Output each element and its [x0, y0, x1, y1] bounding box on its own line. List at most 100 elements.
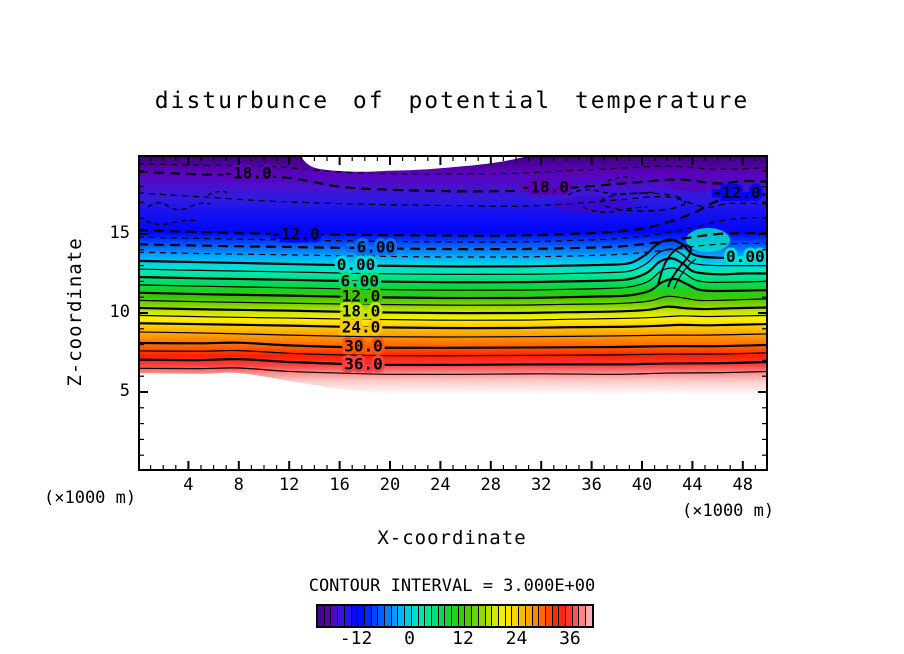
colorbar-cell [351, 606, 359, 626]
z-tick-label-5: 5 [119, 381, 130, 401]
colorbar-cell [378, 606, 386, 626]
contour-lines [138, 163, 768, 376]
colorbar-cell [485, 606, 493, 626]
contour-labels: -18.0-12.0-6.000.006.0012.018.024.030.03… [221, 160, 768, 376]
plot-frame [138, 155, 768, 471]
contour-line-12 [138, 277, 768, 300]
x-axis-unit: (×1000 m) [682, 501, 775, 521]
chart-title: disturbunce of potential temperature [154, 88, 750, 114]
colorbar-cell [371, 606, 379, 626]
colorbar-cell [566, 606, 573, 626]
colorbar-cell [418, 606, 426, 626]
colorbar-cell [465, 606, 473, 626]
contour-line-36 [138, 357, 768, 367]
x-tick-label-40: 40 [631, 475, 653, 495]
colorbar-cell [344, 606, 352, 626]
contour-label: 36.0 [344, 354, 383, 373]
contour-label: 0.00 [726, 247, 765, 266]
below-range-region [138, 372, 768, 471]
contour-line-3 [138, 248, 768, 275]
contour-label: -12.0 [712, 183, 760, 202]
colorbar-cell [572, 606, 580, 626]
colorbar-cell [411, 606, 419, 626]
x-tick-label-36: 36 [581, 475, 602, 495]
x-tick-label-8: 8 [233, 475, 244, 495]
colorbar-cell [478, 606, 486, 626]
contour-label: 12.0 [342, 287, 381, 306]
contour-line--15 [138, 192, 768, 208]
contour-line--21 [138, 163, 768, 175]
contour-line-6 [138, 257, 768, 284]
colorbar-cell [398, 606, 406, 626]
colorbar-tick-0: 0 [404, 628, 415, 649]
contour-line-39 [138, 367, 768, 376]
colorbar-cell [545, 606, 553, 626]
colorbar-cell [525, 606, 533, 626]
contour-line--12 [138, 193, 768, 237]
colorbar-cell [552, 606, 560, 626]
contour-label: -18.0 [521, 178, 569, 197]
contour-line-24 [138, 322, 768, 330]
colorbar-tick-36: 36 [559, 628, 581, 649]
colorbar-cell [559, 606, 567, 626]
contour-label: 24.0 [342, 318, 381, 337]
x-tick-label-28: 28 [480, 475, 502, 495]
contour-label: -18.0 [224, 163, 272, 182]
contour-label: 6.00 [340, 272, 379, 291]
contour-label: -6.00 [347, 238, 395, 257]
colorbar-cell [425, 606, 432, 626]
x-tick-label-32: 32 [530, 475, 552, 495]
colorbar-cell [431, 606, 439, 626]
z-tick-label-10: 10 [109, 302, 130, 322]
contour-plot: -18.0-12.0-6.000.006.0012.018.024.030.03… [138, 155, 768, 471]
colorbar-cell [512, 606, 520, 626]
colorbar-cell [505, 606, 513, 626]
colorbar-tick--12: -12 [339, 628, 373, 649]
colorbar-cell [331, 606, 339, 626]
contour-label: 30.0 [344, 336, 383, 355]
colorbar-title: CONTOUR INTERVAL = 3.000E+00 [308, 576, 596, 596]
colorbar-cell [452, 606, 459, 626]
contour-line-15 [138, 295, 768, 306]
x-tick-label-16: 16 [329, 475, 350, 495]
colorbar-cell [385, 606, 392, 626]
contour-line-30 [138, 341, 768, 349]
colorbar-cell [539, 606, 546, 626]
x-tick-label-44: 44 [682, 475, 703, 495]
contour-line--3 [138, 242, 768, 258]
colorbar-cell [579, 606, 587, 626]
colorbar [316, 604, 594, 628]
x-tick-label-20: 20 [379, 475, 401, 495]
above-range-region [299, 155, 533, 172]
x-tick-label-48: 48 [732, 475, 754, 495]
contour-line-27 [138, 331, 768, 338]
colorbar-tick-12: 12 [452, 628, 474, 649]
colorbar-cell [391, 606, 399, 626]
contour-line--18 [138, 170, 768, 193]
contour-line-33 [138, 349, 768, 357]
contour-line-9 [138, 267, 768, 291]
colorbar-cell [364, 606, 372, 626]
colorbar-cell [338, 606, 345, 626]
colorbar-cell [498, 606, 506, 626]
colorbar-cell [405, 606, 412, 626]
colorbar-cell [318, 606, 325, 626]
colorbar-cell [532, 606, 540, 626]
contour-line-21 [138, 314, 768, 321]
colorbar-cell [519, 606, 526, 626]
colorbar-cell [324, 606, 332, 626]
y-axis-title: Z-coordinate [64, 237, 86, 387]
colorbar-cell [438, 606, 446, 626]
colorbar-tick-24: 24 [505, 628, 528, 649]
contour-line-0 [138, 238, 768, 268]
colorbar-cell [492, 606, 499, 626]
contour-label: -12.0 [271, 224, 319, 243]
colorbar-cell [445, 606, 453, 626]
contour-line--9 [138, 216, 768, 243]
contour-line-18 [138, 305, 768, 315]
colorbar-cell [472, 606, 479, 626]
contour-label: 0.00 [337, 255, 376, 274]
wave-breaking-curls [657, 244, 697, 290]
colorbar-cell [458, 606, 466, 626]
